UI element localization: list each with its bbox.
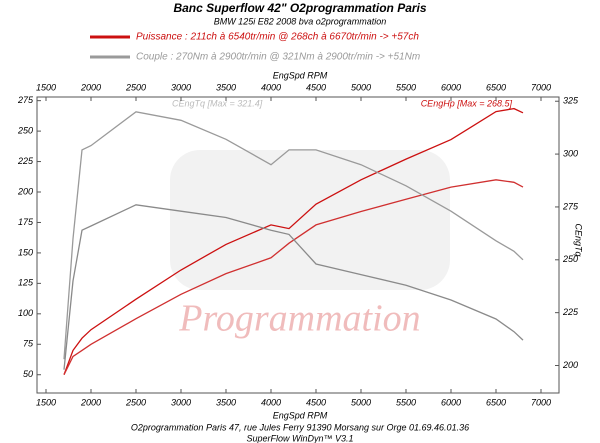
y-tick-label: 175	[18, 217, 34, 227]
x-tick-label: 4500	[306, 82, 326, 92]
x-tick-label: 7000	[531, 82, 551, 92]
x-axis-label: EngSpd RPM	[273, 410, 328, 420]
chart-title: Banc Superflow 42" O2programmation Paris	[173, 1, 426, 15]
logo-watermark	[170, 150, 450, 290]
x-tick-label: 6000	[441, 397, 461, 407]
annotation: CEngHp [Max = 268.5]	[421, 98, 513, 108]
y-tick-label: 75	[23, 339, 34, 349]
y-tick-label: 125	[18, 278, 34, 288]
x-tick-label: 2500	[125, 82, 146, 92]
x-tick-label: 5000	[351, 397, 371, 407]
legend-entry: Couple : 270Nm à 2900tr/min @ 321Nm à 29…	[136, 52, 420, 63]
x-tick-label: 3000	[171, 397, 191, 407]
x-tick-label: 4000	[261, 397, 281, 407]
x-tick-label: 5000	[351, 82, 371, 92]
chart-subtitle: BMW 125i E82 2008 bva o2programmation	[214, 16, 387, 26]
x-tick-label: 6500	[486, 397, 506, 407]
series-line	[63, 179, 524, 375]
x-tick-label: 2000	[80, 82, 101, 92]
footer-line: SuperFlow WinDyn™ V3.1	[247, 433, 354, 443]
x-tick-label: 4500	[306, 397, 326, 407]
legend-entry: Puissance : 211ch à 6540tr/min @ 268ch à…	[136, 32, 419, 43]
x-tick-label: 2500	[125, 397, 146, 407]
y2-tick-label: 225	[562, 307, 579, 317]
x-tick-label: 6000	[441, 82, 461, 92]
y-tick-label: 200	[17, 186, 33, 196]
y2-axis-label: CEngTq	[574, 223, 584, 256]
y-tick-label: 100	[18, 308, 33, 318]
series-line	[63, 204, 524, 370]
x-tick-label: 6500	[486, 82, 506, 92]
x-axis-label-top: EngSpd RPM	[273, 70, 328, 80]
x-tick-label: 5500	[396, 82, 416, 92]
x-tick-label: 3500	[216, 397, 236, 407]
annotation: CEngTq [Max = 321.4]	[172, 98, 263, 108]
x-tick-label: 3500	[216, 82, 236, 92]
plot-frame	[36, 96, 560, 394]
y2-tick-label: 200	[562, 360, 578, 370]
x-tick-label: 2000	[80, 397, 101, 407]
x-tick-label: 7000	[531, 397, 551, 407]
y-tick-label: 150	[18, 247, 33, 257]
x-tick-label: 4000	[261, 82, 281, 92]
y2-tick-label: 300	[563, 148, 578, 158]
x-tick-label: 1500	[36, 82, 56, 92]
y2-tick-label: 275	[562, 201, 579, 211]
footer-line: O2programmation Paris 47, rue Jules Ferr…	[131, 422, 469, 432]
x-tick-label: 5500	[396, 397, 416, 407]
y-tick-label: 275	[17, 95, 34, 105]
watermark: Programmation	[178, 298, 420, 340]
y2-tick-label: 325	[563, 96, 579, 106]
x-tick-label: 1500	[36, 397, 56, 407]
y-tick-label: 50	[23, 369, 33, 379]
series-line	[63, 111, 524, 360]
y-tick-label: 225	[17, 156, 34, 166]
y-tick-label: 250	[17, 125, 33, 135]
x-tick-label: 3000	[171, 82, 191, 92]
y2-tick-label: 250	[562, 254, 578, 264]
series-line	[63, 107, 524, 375]
